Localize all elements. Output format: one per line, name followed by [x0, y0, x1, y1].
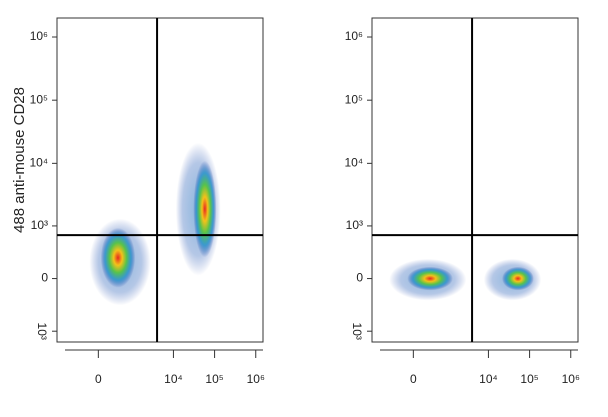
y-tick-label: 10⁵ [30, 92, 48, 106]
x-tick-label: 10⁶ [562, 372, 580, 386]
x-tick-label: 10⁵ [520, 372, 538, 386]
y-tick-label: 10⁴ [29, 156, 48, 170]
y-tick-label: 0 [356, 271, 363, 285]
y-tick-label: 10⁶ [345, 29, 363, 43]
y-tick-label: 10³ [346, 218, 363, 232]
y-tick-label: 0 [41, 271, 48, 285]
y-tick-label: 10³ [35, 323, 49, 340]
population-core [193, 160, 217, 258]
population-core [100, 227, 136, 288]
y-tick-label: 10⁶ [30, 29, 48, 43]
population-core [502, 266, 534, 291]
population-core [407, 266, 453, 291]
y-tick-label: 10³ [350, 323, 364, 340]
y-tick-label: 10⁵ [345, 92, 363, 106]
plot-frame [56, 17, 264, 343]
plot-frame [371, 17, 579, 343]
x-tick-label: 10⁵ [205, 372, 223, 386]
x-tick-label: 0 [95, 372, 102, 386]
x-tick-label: 10⁴ [479, 372, 498, 386]
x-tick-label: 0 [410, 372, 417, 386]
x-tick-label: 10⁴ [164, 372, 183, 386]
y-axis-label: 488 anti-mouse CD28 [11, 87, 28, 233]
x-tick-label: 10⁶ [247, 372, 265, 386]
y-tick-label: 10⁴ [344, 156, 363, 170]
y-tick-label: 10³ [31, 218, 48, 232]
